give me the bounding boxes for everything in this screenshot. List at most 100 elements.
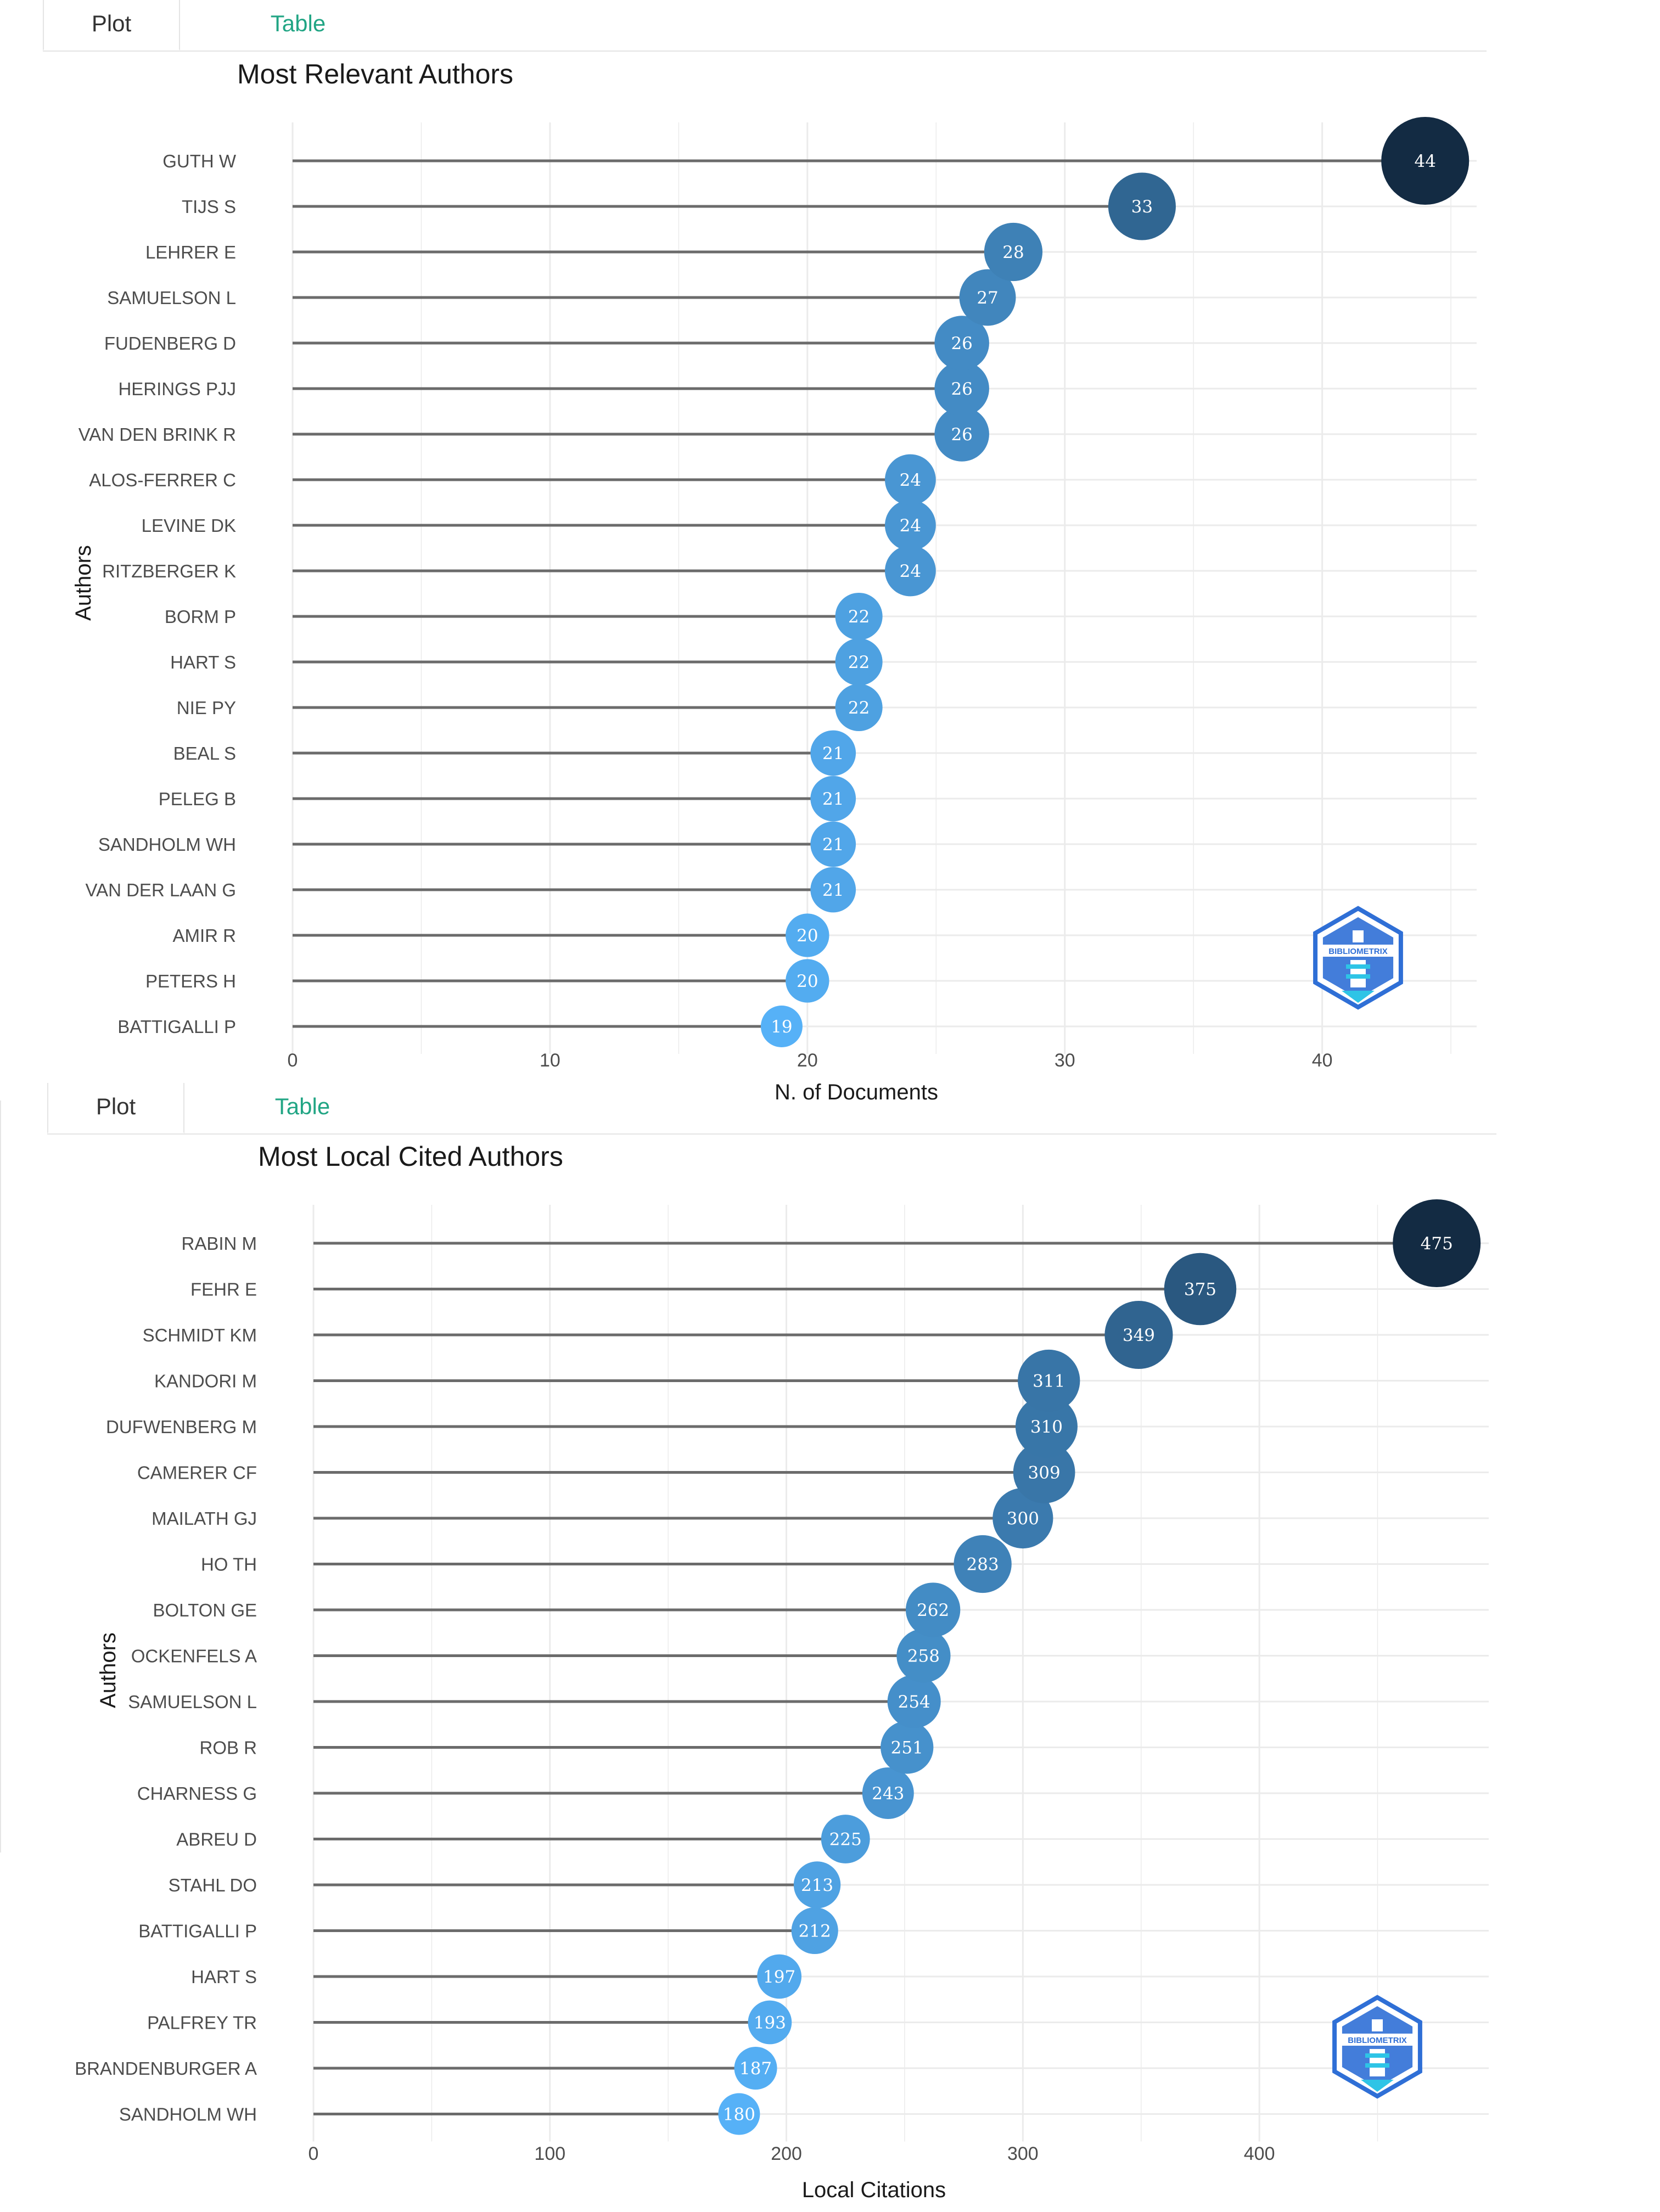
- y-tick-label: OCKENFELS A: [131, 1646, 257, 1666]
- data-label: 22: [848, 653, 870, 672]
- data-label: 24: [900, 470, 921, 490]
- data-point: [881, 1721, 934, 1774]
- x-tick-label: 400: [1244, 2143, 1275, 2164]
- bibliometrix-logo: BIBLIOMETRIX: [1313, 906, 1403, 1010]
- data-label: 197: [763, 1967, 795, 1987]
- data-label: 213: [801, 1876, 833, 1895]
- tab-plot[interactable]: Plot: [43, 0, 180, 50]
- y-tick-label: ROB R: [199, 1738, 257, 1758]
- y-tick-label: AMIR R: [173, 925, 237, 946]
- data-point: [896, 1629, 951, 1683]
- y-tick-label: HERINGS PJJ: [118, 379, 236, 399]
- chart-title: Most Relevant Authors: [237, 59, 514, 89]
- y-tick-label: CHARNESS G: [137, 1783, 257, 1804]
- y-tick-label: SAMUELSON L: [128, 1692, 257, 1712]
- data-label: 310: [1030, 1417, 1063, 1437]
- data-point: [810, 821, 856, 867]
- data-label: 20: [797, 926, 818, 946]
- tab-bar: Plot Table: [43, 0, 1487, 52]
- data-point: [1108, 172, 1176, 240]
- data-label: 22: [848, 698, 870, 718]
- y-tick-label: CAMERER CF: [137, 1463, 257, 1483]
- data-point: [748, 2000, 792, 2045]
- data-point: [905, 1582, 961, 1637]
- y-tick-label: RABIN M: [181, 1233, 257, 1254]
- x-tick-label: 100: [534, 2143, 565, 2164]
- y-tick-label: BOLTON GE: [153, 1600, 257, 1620]
- data-point: [1381, 117, 1470, 205]
- data-label: 475: [1421, 1234, 1453, 1254]
- y-tick-label: BATTIGALLI P: [138, 1921, 257, 1941]
- x-tick-label: 0: [309, 2143, 319, 2164]
- data-label: 21: [822, 789, 844, 809]
- x-tick-label: 30: [1055, 1050, 1075, 1071]
- data-point: [884, 499, 936, 551]
- data-point: [884, 545, 936, 597]
- data-label: 300: [1007, 1509, 1039, 1529]
- data-label: 283: [967, 1555, 999, 1575]
- logo-text: BIBLIOMETRIX: [1348, 2036, 1407, 2045]
- data-label: 309: [1028, 1463, 1061, 1483]
- y-tick-label: SANDHOLM WH: [119, 2104, 257, 2125]
- lollipop-chart: 0 10 20 30 40 N. of Documents Authors GUTH W TIJ…: [71, 117, 1477, 1104]
- data-point: [810, 776, 856, 822]
- data-label: 33: [1131, 197, 1153, 217]
- data-label: 262: [917, 1601, 949, 1620]
- data-label: 24: [900, 562, 921, 581]
- x-tick-label: 200: [771, 2143, 802, 2164]
- y-tick-label: LEHRER E: [145, 242, 236, 262]
- data-label: 28: [1002, 243, 1024, 262]
- data-point: [821, 1815, 870, 1863]
- data-point: [791, 1907, 838, 1955]
- data-point: [810, 867, 856, 913]
- y-tick-label: SCHMIDT KM: [143, 1325, 257, 1345]
- chart-panel-most-relevant-authors: Plot Table Most Relevant Authors 0 10 20 30…: [0, 0, 1660, 1104]
- tab-plot[interactable]: Plot: [47, 1083, 184, 1133]
- data-point: [718, 2093, 760, 2135]
- data-point: [1013, 1441, 1075, 1503]
- data-point: [760, 1006, 803, 1047]
- data-point: [734, 2047, 777, 2090]
- data-label: 251: [891, 1738, 923, 1758]
- tab-table[interactable]: Table: [270, 10, 326, 36]
- x-tick-label: 40: [1312, 1050, 1333, 1071]
- data-label: 44: [1414, 151, 1435, 171]
- x-tick-label: 0: [288, 1050, 298, 1071]
- data-label: 26: [951, 425, 972, 445]
- y-tick-label: VAN DEN BRINK R: [78, 424, 236, 445]
- data-point: [786, 913, 829, 957]
- data-label: 311: [1033, 1372, 1065, 1391]
- lollipop-chart: 0 100 200 300 400 Local Citations Authors RABIN…: [75, 1199, 1489, 2202]
- data-label: 258: [907, 1647, 940, 1666]
- data-point: [835, 638, 883, 686]
- data-label: 26: [951, 334, 972, 353]
- data-label: 21: [822, 880, 844, 900]
- y-tick-label: MAILATH GJ: [152, 1508, 257, 1529]
- data-label: 254: [898, 1692, 930, 1712]
- tab-bar: Plot Table: [47, 1083, 1496, 1135]
- x-tick-label: 300: [1007, 2143, 1039, 2164]
- data-label: 212: [799, 1922, 831, 1941]
- data-point: [1015, 1395, 1078, 1458]
- data-point: [862, 1767, 914, 1819]
- data-point: [835, 683, 883, 732]
- y-tick-label: BATTIGALLI P: [117, 1017, 236, 1037]
- data-point: [887, 1675, 941, 1728]
- data-point: [1164, 1253, 1237, 1326]
- y-tick-label: GUTH W: [162, 151, 237, 171]
- data-point: [757, 1954, 802, 1999]
- y-tick-label: BRANDENBURGER A: [75, 2058, 257, 2079]
- y-tick-label: ABREU D: [176, 1829, 257, 1850]
- data-point: [810, 730, 856, 776]
- y-tick-label: LEVINE DK: [142, 515, 236, 536]
- data-point: [1393, 1199, 1481, 1287]
- data-point: [934, 407, 989, 462]
- y-tick-label: HO TH: [201, 1554, 257, 1575]
- tab-table[interactable]: Table: [274, 1093, 330, 1119]
- data-point: [934, 316, 989, 370]
- data-point: [793, 1861, 841, 1908]
- chart-title: Most Local Cited Authors: [258, 1141, 563, 1172]
- data-label: 225: [829, 1830, 862, 1850]
- x-axis-title: Local Citations: [802, 2178, 946, 2202]
- data-label: 27: [977, 288, 998, 308]
